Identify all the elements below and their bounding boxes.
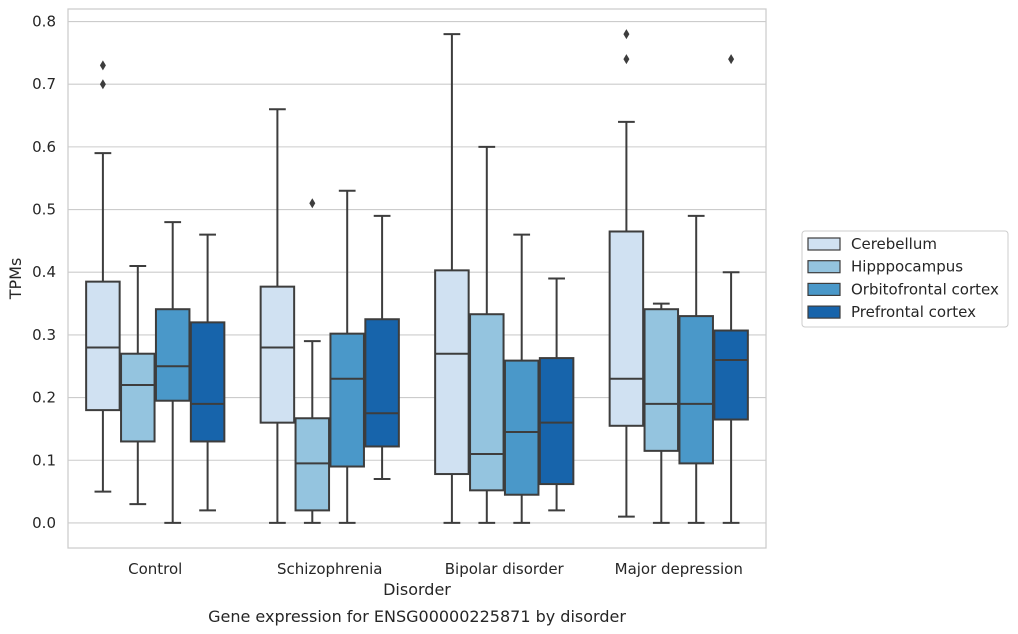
legend-swatch: [807, 305, 841, 319]
y-tick-label: 0.1: [32, 451, 56, 469]
legend-label: Hipppocampus: [851, 258, 963, 276]
outlier-point: [99, 60, 106, 71]
legend: Cerebellum Hipppocampus Orbitofrontal cort…: [801, 230, 1009, 328]
y-tick-label: 0.0: [32, 514, 56, 532]
box-rect: [503, 359, 540, 496]
box-3-0: [608, 29, 645, 518]
x-tick-label: Control: [128, 560, 182, 578]
legend-label: Prefrontal cortex: [851, 303, 976, 321]
box-1-0: [259, 108, 296, 524]
box-rect: [678, 315, 714, 465]
box-3-2: [678, 214, 714, 524]
y-axis-ticks: 0.0 0.1 0.2 0.3 0.4 0.5 0.6 0.7 0.8: [32, 13, 56, 532]
y-tick-label: 0.3: [32, 326, 56, 344]
box-2-1: [469, 145, 505, 524]
box-1-1: [294, 198, 331, 524]
plot-area-frame: [67, 8, 767, 549]
y-tick-label: 0.2: [32, 389, 56, 407]
box-0-0: [85, 60, 121, 493]
box-rect: [469, 313, 505, 492]
box-rect: [538, 357, 575, 486]
legend-label: Orbitofrontal cortex: [851, 280, 999, 298]
legend-swatch: [807, 282, 841, 296]
outlier-point: [99, 79, 106, 90]
box-0-2: [154, 221, 191, 524]
legend-swatch: [807, 237, 841, 251]
box-2-3: [538, 277, 575, 512]
outlier-point: [309, 198, 316, 209]
y-tick-label: 0.7: [32, 75, 56, 93]
box-rect: [85, 280, 121, 412]
box-1-2: [329, 189, 365, 524]
boxes: [85, 29, 749, 524]
y-tick-label: 0.5: [32, 201, 56, 219]
legend-label: Cerebellum: [851, 235, 937, 253]
y-tick-label: 0.6: [32, 138, 56, 156]
x-axis-ticks: Control Schizophrenia Bipolar disorder Majo…: [128, 560, 743, 578]
box-3-3: [713, 54, 749, 524]
box-rect: [434, 269, 470, 476]
box-0-1: [120, 264, 156, 506]
box-rect: [329, 332, 365, 468]
box-rect: [364, 318, 400, 448]
box-rect: [259, 285, 296, 424]
outlier-point: [623, 54, 630, 65]
y-tick-label: 0.8: [32, 13, 56, 31]
box-rect: [120, 352, 156, 443]
legend-box: [801, 230, 1009, 328]
box-3-1: [643, 302, 680, 524]
box-rect: [713, 329, 749, 421]
chart-title: Gene expression for ENSG00000225871 by d…: [208, 607, 626, 626]
box-0-3: [189, 233, 226, 512]
box-rect: [154, 308, 191, 402]
box-1-3: [364, 214, 400, 481]
x-tick-label: Schizophrenia: [277, 560, 382, 578]
legend-swatch: [807, 260, 841, 274]
x-tick-label: Major depression: [615, 560, 743, 578]
outlier-point: [623, 29, 630, 40]
y-axis-label: TPMs: [6, 258, 25, 301]
outlier-point: [728, 54, 735, 65]
box-rect: [608, 230, 645, 427]
box-rect: [189, 321, 226, 443]
x-tick-label: Bipolar disorder: [445, 560, 565, 578]
x-axis-label: Disorder: [383, 580, 451, 599]
box-rect: [643, 308, 680, 452]
box-2-0: [434, 33, 470, 524]
y-tick-label: 0.4: [32, 263, 56, 281]
box-2-2: [503, 233, 540, 524]
